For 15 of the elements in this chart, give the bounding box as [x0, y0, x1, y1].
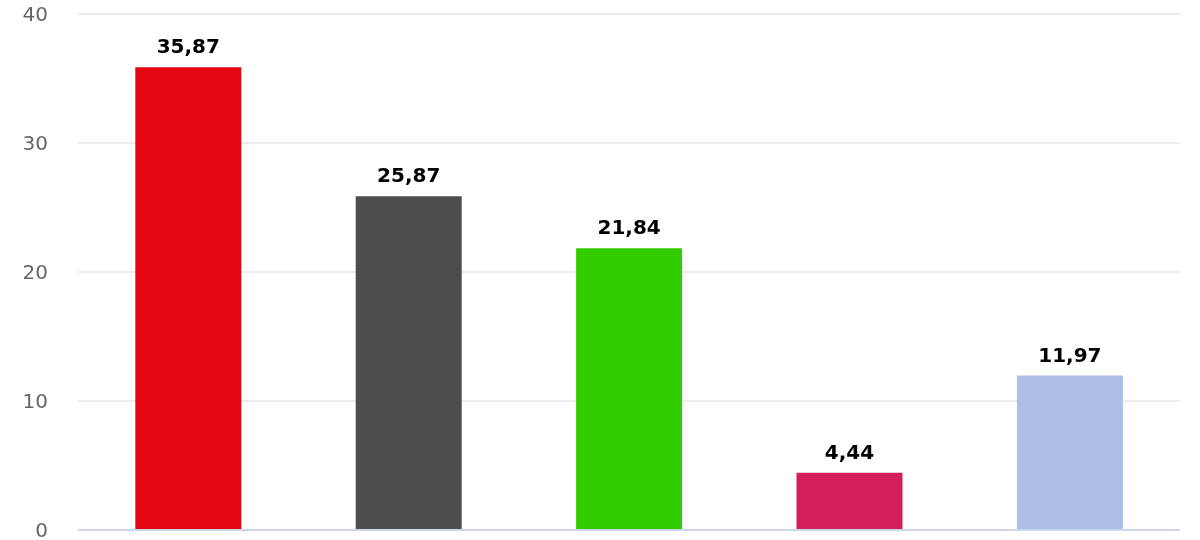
bar — [796, 472, 903, 530]
bar — [135, 67, 242, 530]
data-label: 4,44 — [824, 439, 875, 464]
bar — [576, 248, 683, 530]
y-tick-label: 20 — [22, 260, 48, 285]
bar — [1016, 375, 1123, 530]
y-tick-label: 0 — [35, 518, 48, 540]
data-label: 21,84 — [597, 215, 661, 240]
bar — [355, 196, 462, 530]
y-tick-label: 40 — [22, 2, 48, 27]
y-tick-label: 30 — [22, 131, 48, 156]
data-label: 25,87 — [377, 163, 441, 188]
data-label: 11,97 — [1038, 342, 1102, 367]
data-label: 35,87 — [156, 34, 220, 59]
y-tick-label: 10 — [22, 389, 48, 414]
